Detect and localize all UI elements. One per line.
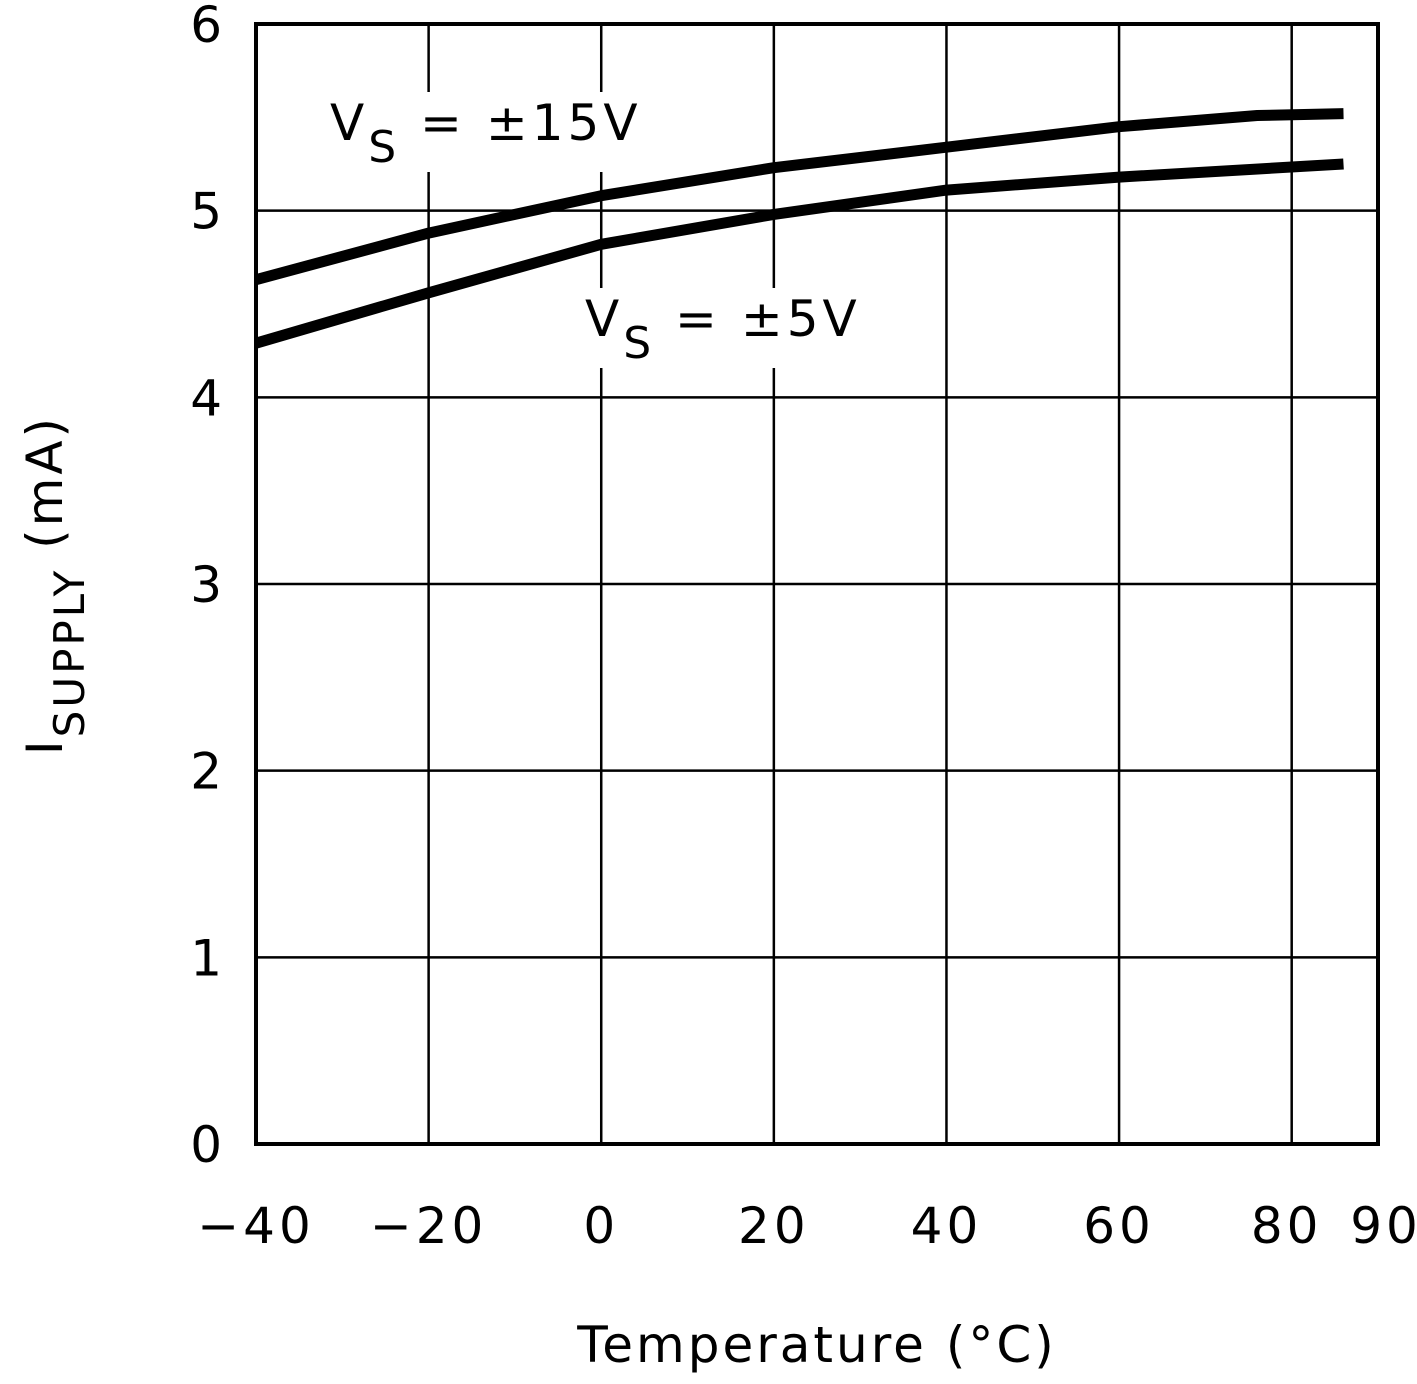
x-tick-label: 60 bbox=[1083, 1197, 1155, 1255]
series-label: VS = ±5V bbox=[585, 290, 861, 369]
x-tick-label: 0 bbox=[583, 1197, 619, 1255]
y-tick-labels: 0 1 2 3 4 5 6 bbox=[190, 0, 222, 1174]
y-tick-label: 1 bbox=[190, 929, 222, 987]
series-label-background bbox=[322, 92, 667, 172]
y-tick-label: 4 bbox=[190, 369, 222, 427]
y-tick-label: 0 bbox=[190, 1116, 222, 1174]
series-line bbox=[254, 108, 1344, 286]
x-tick-label: 90 bbox=[1350, 1197, 1417, 1255]
x-tick-label: 20 bbox=[738, 1197, 810, 1255]
y-tick-label: 5 bbox=[190, 183, 222, 241]
x-tick-label: 80 bbox=[1251, 1197, 1323, 1255]
x-tick-label: −40 bbox=[197, 1197, 315, 1255]
y-tick-label: 2 bbox=[190, 743, 222, 801]
grid bbox=[256, 24, 1378, 1144]
x-axis-label: Temperature (°C) bbox=[576, 1316, 1057, 1374]
x-tick-label: −20 bbox=[370, 1197, 488, 1255]
series-label: VS = ±15V bbox=[330, 94, 642, 173]
y-tick-label: 6 bbox=[190, 0, 222, 54]
y-axis-label: ISUPPLY (mA) bbox=[16, 415, 94, 755]
x-tick-label: 40 bbox=[911, 1197, 983, 1255]
series-line bbox=[254, 158, 1344, 349]
series-lines bbox=[254, 108, 1344, 349]
x-tick-labels: −40 −20 0 20 40 60 80 90 bbox=[197, 1197, 1417, 1255]
series-label-background bbox=[577, 288, 877, 368]
plot-frame bbox=[254, 22, 1380, 1146]
y-tick-label: 3 bbox=[190, 556, 222, 614]
series-labels: VS = ±15V VS = ±5V bbox=[322, 92, 877, 369]
